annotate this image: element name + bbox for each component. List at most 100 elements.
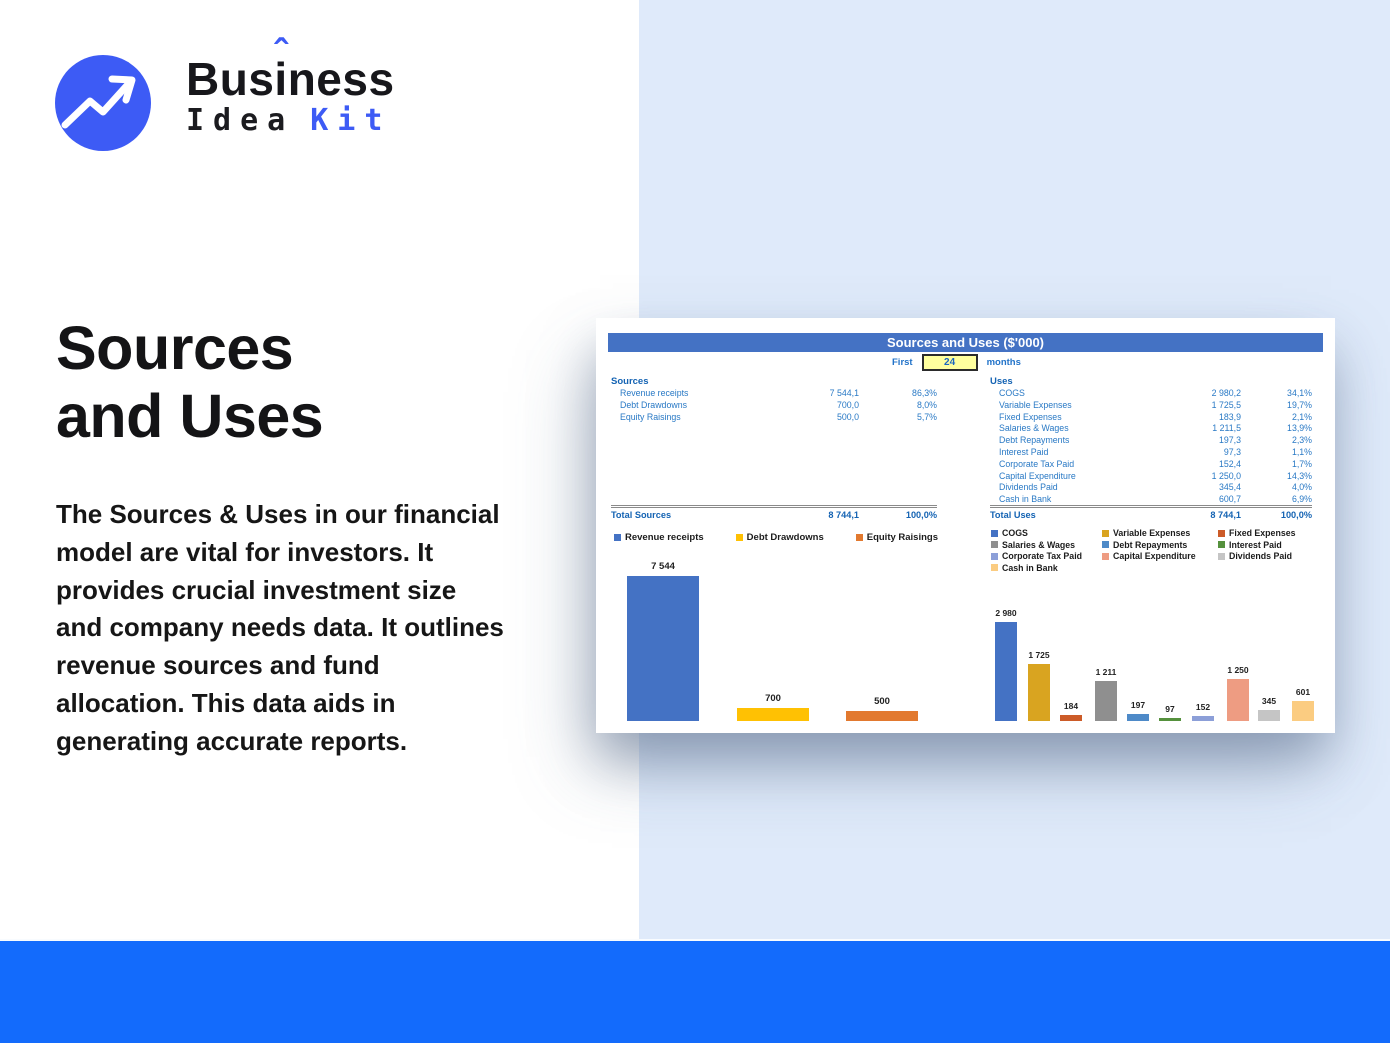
sources-pct: 8,0% [916,399,937,410]
uses-label: Cash in Bank [999,494,1052,505]
uses-pct: 2,3% [1291,435,1312,446]
legend-label: Dividends Paid [1229,551,1293,561]
uses-value: 97,3 [1223,446,1241,457]
total-uses-value: 8 744,1 [1210,510,1241,520]
sources-header: Sources [611,376,649,387]
brand-text-kit: Kit [310,103,392,138]
uses-label: Debt Repayments [999,435,1070,446]
sources-bar-chart: 7 544 700 500 [611,548,941,721]
uses-value: 2 980,2 [1211,388,1241,398]
total-uses-pct: 100,0% [1280,510,1312,520]
bar-value-label: 1 250 [1227,665,1249,675]
sources-value: 500,0 [836,411,859,422]
uses-label: Corporate Tax Paid [999,458,1075,469]
bar-fixed-expenses [1060,715,1082,721]
legend-item-capital-expenditure: Capital Expenditure [1102,551,1218,561]
total-uses-row: Total Uses 8 744,1 100,0% [990,505,1312,522]
page-title-line2: and Uses [56,382,324,450]
brand-name-line2: Idea Kit [186,106,395,136]
legend-item-equity-raisings: Equity Raisings [855,532,938,543]
legend-item-revenue-receipts: Revenue receipts [613,532,704,543]
bar-value-label: 184 [1063,701,1079,711]
page-description: The Sources & Uses in our financial mode… [56,499,504,756]
legend-label: Variable Expenses [1113,528,1191,538]
bar-salaries-wages [1095,681,1117,721]
sources-row-equity-raisings: Equity Raisings 500,0 5,7% [611,412,937,424]
bar-cogs [995,622,1017,721]
legend-item-interest-paid: Interest Paid [1218,540,1325,550]
uses-pct: 1,7% [1291,458,1312,469]
bar-value-label: 2 980 [995,608,1017,618]
sources-row-revenue-receipts: Revenue receipts 7 544,1 86,3% [611,388,937,400]
legend-swatch-icon [991,552,998,560]
legend-label: Fixed Expenses [1229,528,1296,538]
legend-swatch-icon [1218,552,1225,560]
uses-pct: 19,7% [1287,399,1312,410]
legend-swatch-icon [1102,541,1109,548]
uses-row-variable-expenses: Variable Expenses 1 725,5 19,7% [990,400,1312,412]
uses-value: 600,7 [1218,494,1241,505]
sources-pct: 5,7% [916,411,937,422]
first-label: First [892,356,913,368]
uses-label: Interest Paid [999,446,1049,457]
uses-value: 1 250,0 [1211,470,1241,481]
sources-row-debt-drawdowns: Debt Drawdowns 700,0 8,0% [611,400,937,412]
footer-bar [0,941,1390,1043]
bar-dividends-paid [1258,710,1280,721]
brand-logo[interactable] [55,55,151,151]
months-input[interactable]: 24 [921,353,978,371]
uses-label: Fixed Expenses [999,411,1062,422]
bar-interest-paid [1159,718,1181,721]
uses-chart-legend: COGS Variable Expenses Fixed Expenses Salar… [991,528,1325,573]
legend-label: Corporate Tax Paid [1002,551,1083,561]
uses-header: Uses [990,376,1013,387]
total-sources-label: Total Sources [611,510,672,520]
legend-swatch-icon [991,564,998,571]
uses-row-cogs: COGS 2 980,2 34,1% [990,388,1312,400]
page-title-line1: Sources [56,314,294,382]
legend-swatch-icon [613,534,621,541]
uses-row-fixed-expenses: Fixed Expenses 183,9 2,1% [990,412,1312,424]
uses-rows: COGS 2 980,2 34,1% Variable Expenses 1 725,5… [990,388,1312,506]
legend-swatch-icon [1218,541,1225,548]
page-title: Sources and Uses [56,314,324,450]
uses-bar-chart: 2 980 1 725 184 1 211 197 97 152 1 250 345 601 [995,548,1325,721]
uses-value: 197,3 [1218,435,1241,446]
bar-debt-drawdowns [737,708,809,721]
legend-label: Cash in Bank [1002,562,1058,573]
legend-swatch-icon [1218,529,1225,537]
legend-item-salaries-wages: Salaries & Wages [991,540,1102,550]
uses-table: Uses COGS 2 980,2 34,1% Variable Expenses 1 … [990,375,1312,506]
sources-rows: Revenue receipts 7 544,1 86,3% Debt Drawdow… [611,388,937,423]
sources-value: 700,0 [836,399,859,410]
uses-row-debt-repayments: Debt Repayments 197,3 2,3% [990,435,1312,447]
uses-label: Capital Expenditure [999,470,1076,481]
sources-label: Equity Raisings [620,411,681,422]
legend-swatch-icon [1102,552,1109,560]
sources-label: Revenue receipts [620,388,689,398]
legend-swatch-icon [991,529,998,537]
uses-label: Variable Expenses [999,399,1072,410]
bar-variable-expenses [1028,664,1050,721]
uses-value: 1 211,5 [1212,423,1241,434]
legend-label: Equity Raisings [866,532,938,543]
uses-value: 345,4 [1218,482,1241,493]
legend-item-corporate-tax-paid: Corporate Tax Paid [991,551,1102,561]
uses-row-salaries-wages: Salaries & Wages 1 211,5 13,9% [990,423,1312,435]
total-uses-label: Total Uses [990,510,1036,520]
legend-item-dividends-paid: Dividends Paid [1218,551,1325,561]
uses-label: Dividends Paid [999,482,1058,493]
legend-swatch-icon [855,534,863,541]
sources-pct: 86,3% [912,388,937,398]
uses-pct: 2,1% [1291,411,1312,422]
period-parameter-row: First 24 months [892,353,1021,371]
sources-table: Sources Revenue receipts 7 544,1 86,3% Debt… [611,375,937,423]
report-title-bar: Sources and Uses ($'000) [608,333,1323,352]
bar-value-label: 197 [1130,700,1146,710]
bar-value-label: 97 [1165,704,1175,714]
legend-item-cogs: COGS [991,528,1102,538]
legend-label: Capital Expenditure [1113,551,1196,561]
caret-accent-icon: ˆ [274,32,288,76]
bar-value-label: 700 [765,693,781,704]
